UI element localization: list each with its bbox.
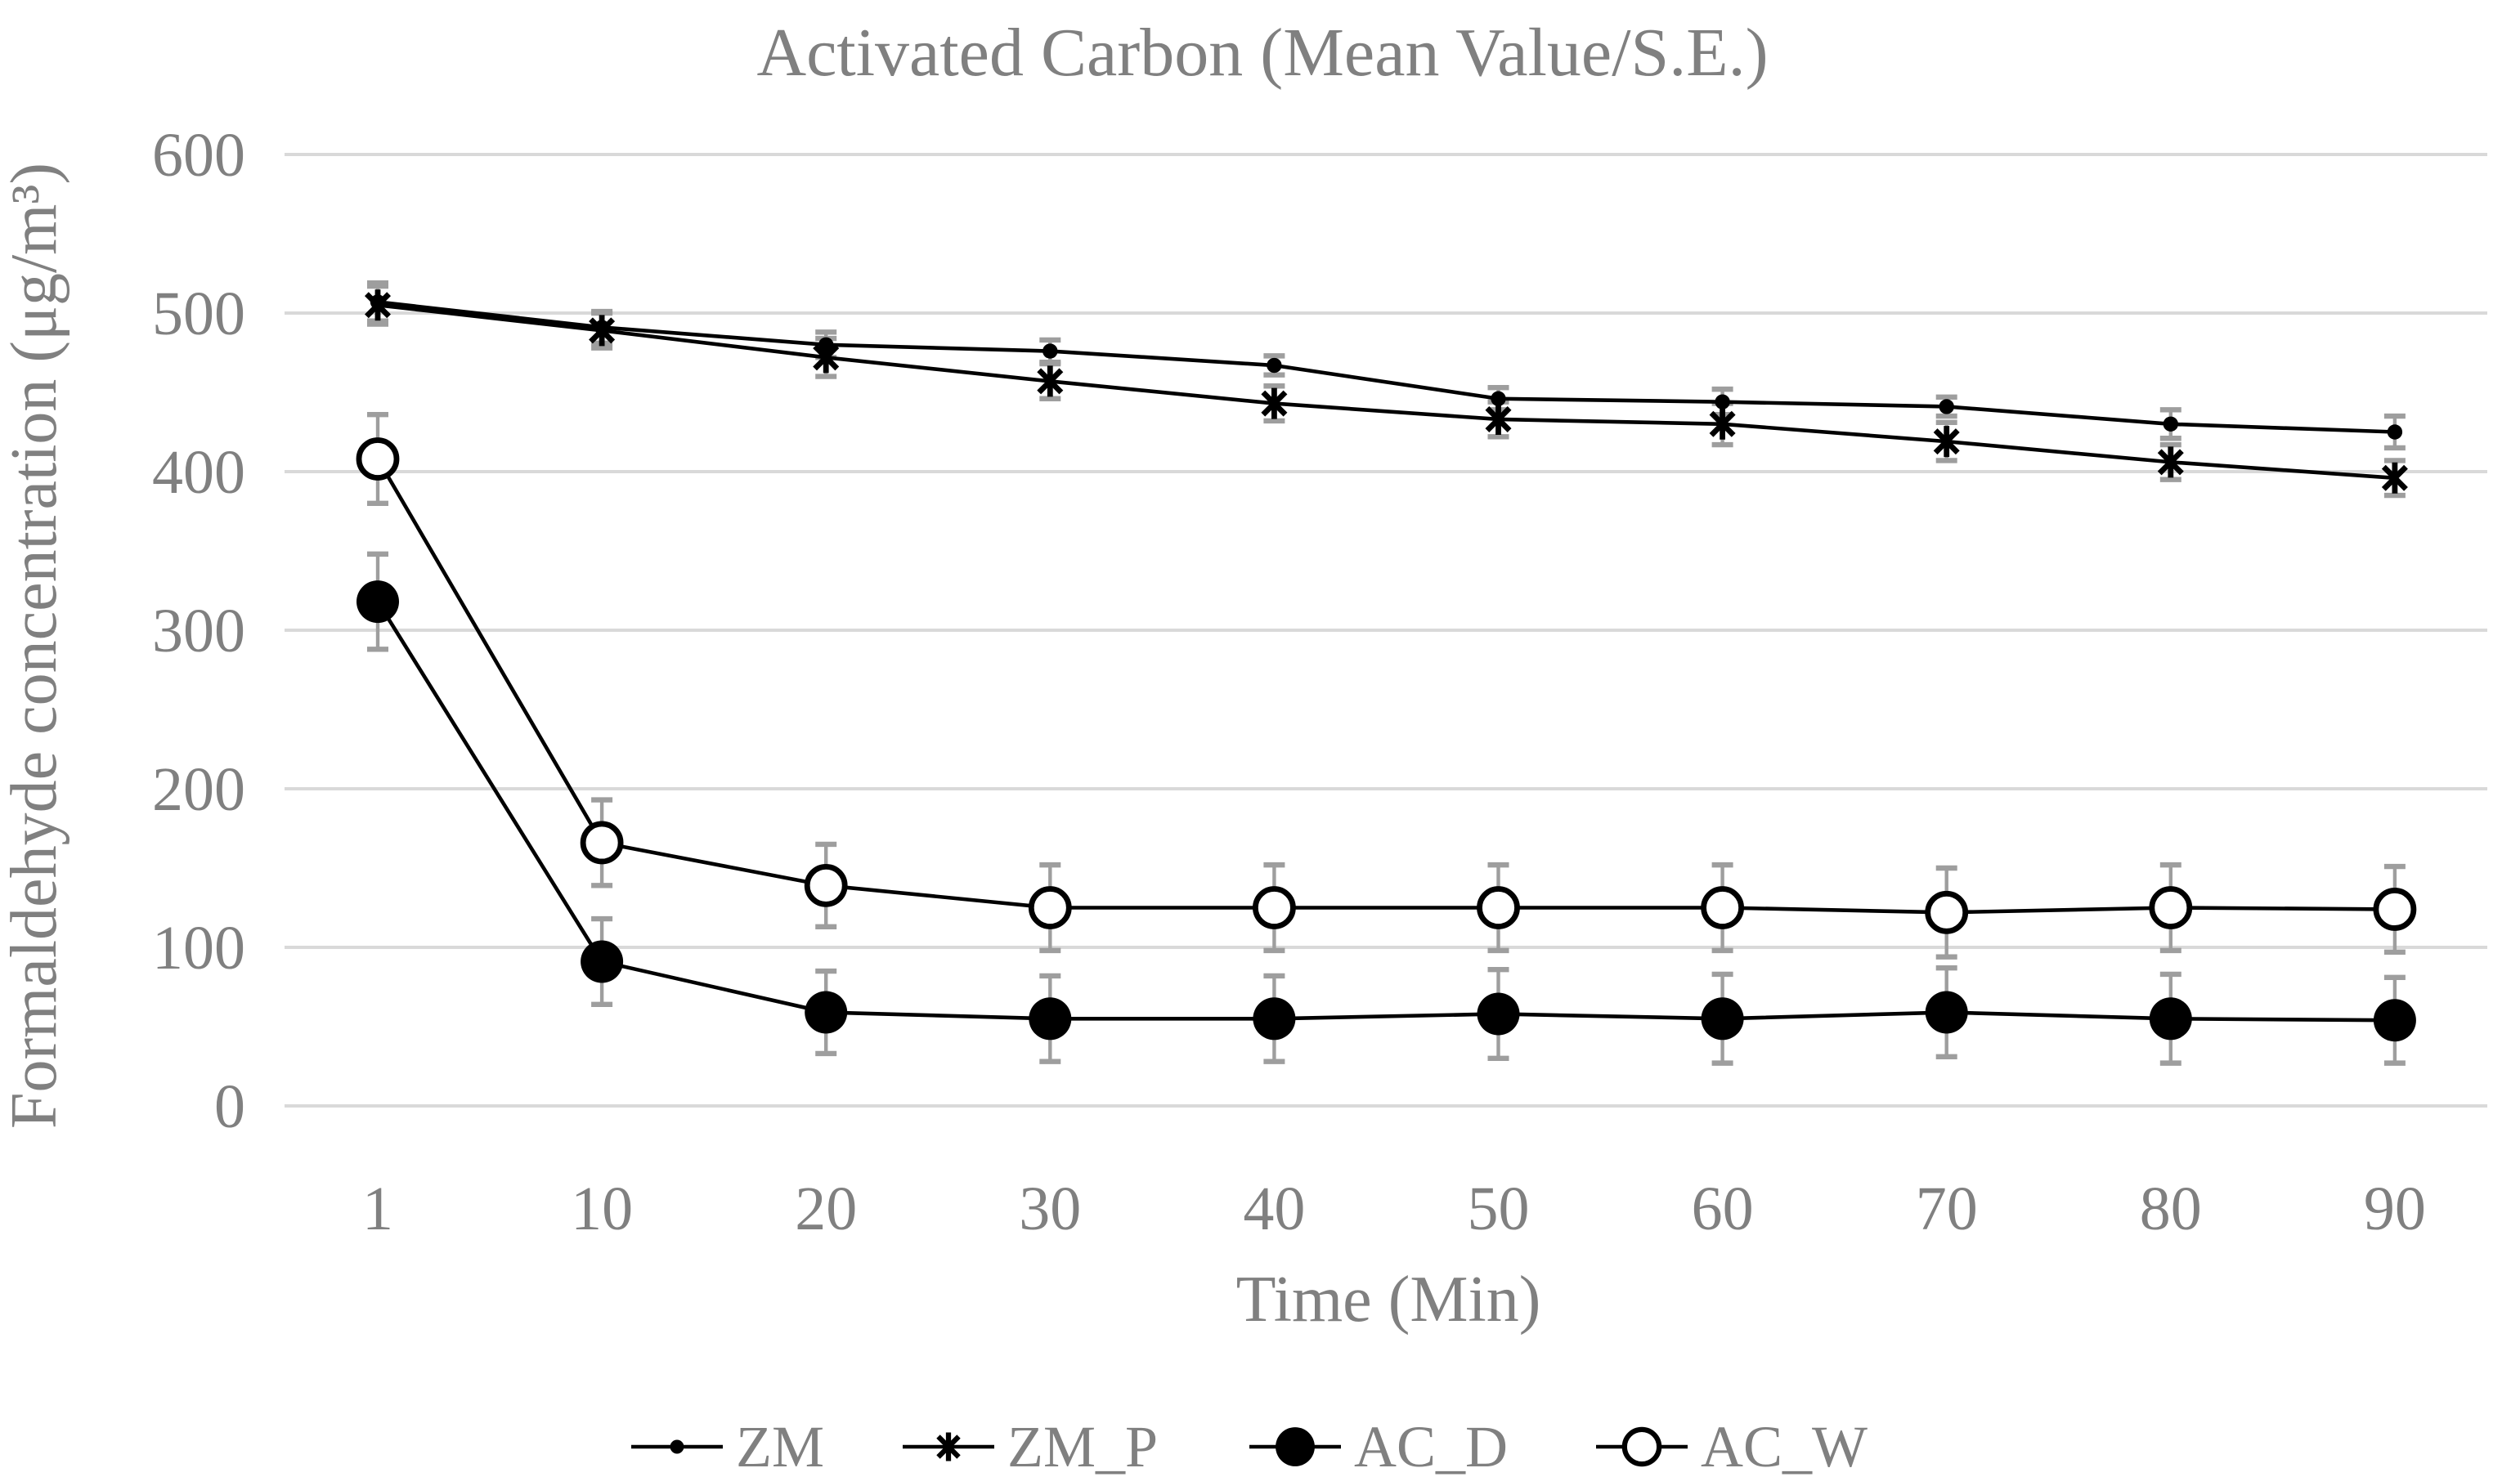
legend-label: ZM_P — [1007, 1414, 1158, 1477]
open-circle-marker — [1925, 890, 1969, 934]
dot-marker — [670, 1439, 684, 1454]
legend-label: AC_D — [1354, 1414, 1508, 1477]
series-line-ac_d — [376, 600, 2395, 1023]
legend-label: ZM — [736, 1414, 824, 1477]
open-circle-marker — [1621, 1426, 1662, 1467]
open-circle-marker — [1253, 886, 1296, 929]
series-line-zm — [377, 300, 2395, 434]
series-lines — [376, 300, 2396, 1023]
open-circle-marker — [1477, 886, 1520, 929]
y-axis-tick-labels: 0 100 200 300 400 500 600 — [152, 121, 245, 1141]
filled-circle-marker — [581, 940, 624, 983]
y-tick-label: 500 — [152, 280, 245, 348]
asterisk-marker — [1037, 368, 1064, 395]
y-axis-title: Formaldehyde concentration (μg/m³) — [0, 163, 70, 1129]
open-circle-marker — [804, 863, 848, 907]
legend-item-ac_d: AC_D — [1249, 1414, 1508, 1477]
series-markers — [356, 289, 2417, 1042]
filled-circle-marker — [2149, 997, 2192, 1041]
dot-marker — [2387, 424, 2403, 440]
asterisk-marker — [936, 1434, 961, 1459]
x-axis-title: Time (Min) — [1236, 1264, 1541, 1336]
y-tick-label: 200 — [152, 755, 245, 824]
open-circle-marker — [1701, 886, 1745, 929]
filled-circle-marker — [1701, 997, 1744, 1041]
open-circle-marker — [1028, 886, 1072, 929]
x-tick-label: 40 — [1243, 1175, 1305, 1243]
y-tick-label: 0 — [214, 1072, 245, 1141]
asterisk-marker — [1261, 390, 1288, 417]
dot-marker — [1267, 357, 1282, 374]
dot-marker — [1043, 343, 1058, 359]
x-tick-label: 20 — [795, 1175, 857, 1243]
y-tick-label: 300 — [152, 597, 245, 665]
filled-circle-marker — [1925, 991, 1968, 1034]
gridlines — [285, 153, 2487, 1108]
asterisk-marker — [813, 344, 840, 371]
filled-circle-marker — [805, 991, 848, 1034]
asterisk-marker — [1933, 428, 1960, 455]
dot-marker — [2163, 416, 2178, 432]
legend-item-ac_w: AC_W — [1596, 1414, 1868, 1477]
filled-circle-marker — [1477, 992, 1520, 1036]
y-tick-label: 400 — [152, 438, 245, 507]
x-tick-label: 1 — [362, 1175, 393, 1243]
dot-marker — [1715, 394, 1730, 410]
x-tick-label: 30 — [1019, 1175, 1081, 1243]
asterisk-marker — [2157, 449, 2184, 476]
filled-circle-marker — [356, 580, 399, 624]
x-tick-label: 60 — [1692, 1175, 1754, 1243]
series-line-zm_p — [377, 303, 2396, 481]
filled-circle-marker — [1029, 997, 1072, 1041]
x-axis-tick-labels: 1 10 20 30 40 50 60 70 80 90 — [362, 1175, 2426, 1243]
legend-label: AC_W — [1701, 1414, 1868, 1477]
x-tick-label: 80 — [2140, 1175, 2202, 1243]
y-tick-label: 100 — [152, 914, 245, 982]
filled-circle-marker — [2373, 999, 2416, 1042]
open-circle-marker — [2373, 888, 2417, 931]
x-tick-label: 70 — [1916, 1175, 1978, 1243]
x-tick-label: 90 — [2364, 1175, 2426, 1243]
asterisk-marker — [589, 317, 616, 344]
open-circle-marker — [356, 437, 400, 481]
asterisk-marker — [1485, 405, 1512, 432]
legend: ZM ZM_P AC_D AC_W — [631, 1414, 1868, 1477]
filled-circle-marker — [1253, 997, 1296, 1041]
legend-item-zm_p: ZM_P — [903, 1414, 1158, 1477]
series-line-ac_w — [376, 458, 2395, 915]
filled-circle-marker — [1276, 1427, 1315, 1466]
x-tick-label: 50 — [1468, 1175, 1530, 1243]
asterisk-marker — [1709, 410, 1736, 437]
open-circle-marker — [580, 821, 624, 865]
dot-marker — [1939, 399, 1954, 414]
legend-item-zm: ZM — [631, 1414, 824, 1477]
chart-title: Activated Carbon (Mean Value/S.E.) — [756, 15, 1768, 91]
y-tick-label: 600 — [152, 121, 245, 190]
asterisk-marker — [364, 292, 392, 319]
dot-marker — [1491, 391, 1506, 406]
open-circle-marker — [2149, 886, 2193, 929]
x-tick-label: 10 — [571, 1175, 633, 1243]
asterisk-marker — [2381, 464, 2408, 491]
